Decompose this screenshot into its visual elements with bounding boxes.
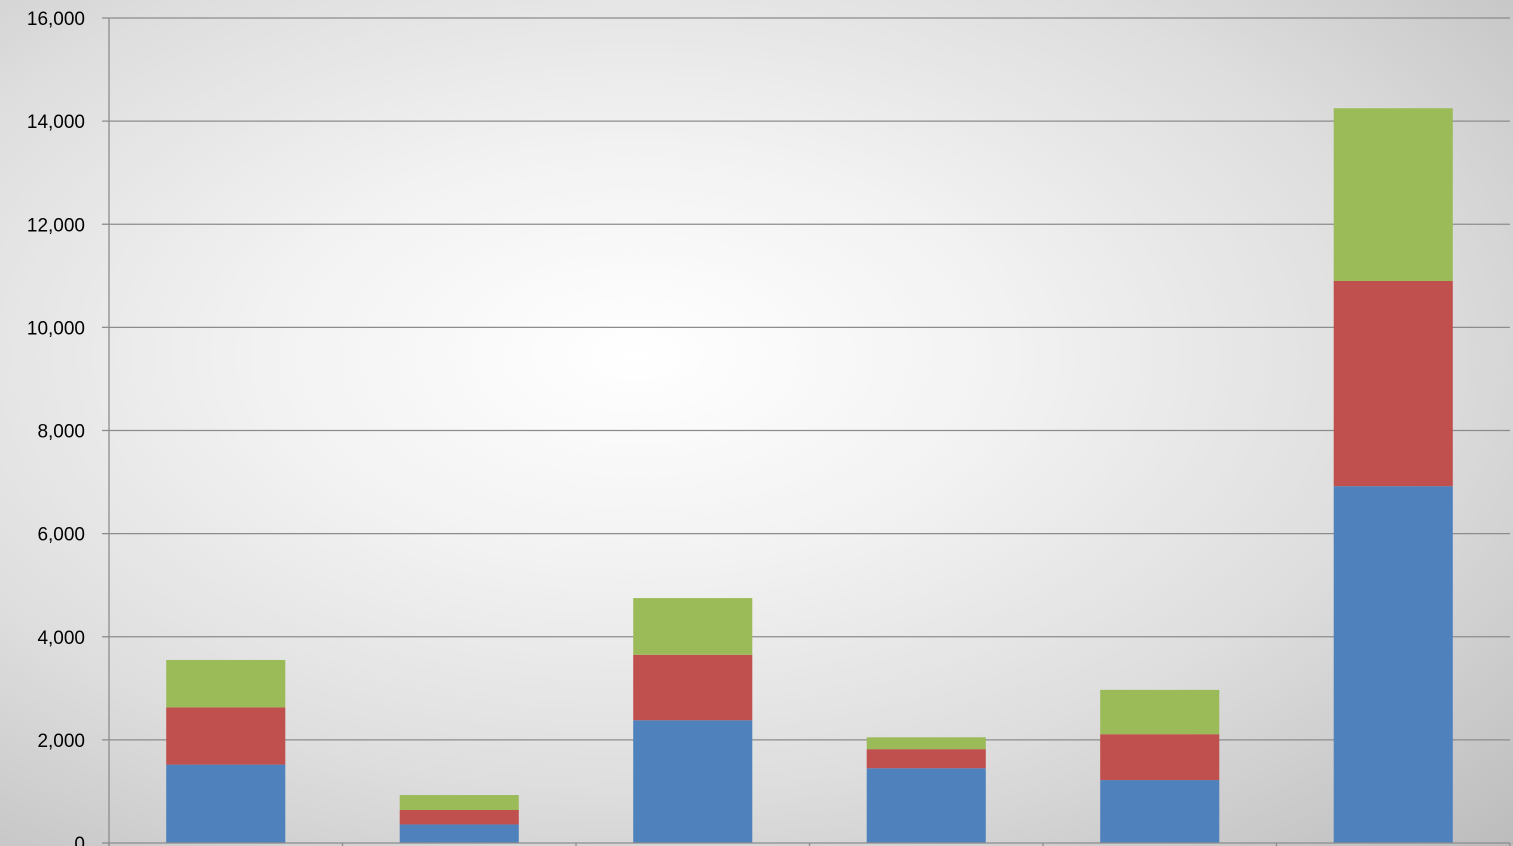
bar-segment-3-series-3	[633, 598, 753, 655]
bar-segment-4-series-1	[866, 768, 986, 843]
bar-segment-4-series-3	[866, 737, 986, 750]
bar-segment-6-series-2	[1333, 280, 1453, 487]
y-tick-label: 6,000	[37, 525, 85, 546]
bar-segment-2-series-2	[399, 810, 519, 825]
y-tick-label: 8,000	[37, 422, 85, 443]
bar-segment-4-series-2	[866, 749, 986, 769]
bar-segment-3-series-2	[633, 654, 753, 721]
bar-segment-2-series-1	[399, 824, 519, 843]
y-tick-label: 10,000	[27, 318, 85, 339]
bar-segment-1-series-3	[166, 659, 286, 708]
bar-segment-6-series-3	[1333, 108, 1453, 281]
y-tick-label: 16,000	[27, 9, 85, 30]
bar-segment-5-series-2	[1100, 734, 1220, 781]
y-tick-label: 0	[74, 834, 85, 846]
bar-segment-3-series-1	[633, 720, 753, 843]
y-tick-label: 2,000	[37, 731, 85, 752]
y-tick-label: 12,000	[27, 215, 85, 236]
y-tick-label: 14,000	[27, 112, 85, 133]
bar-segment-1-series-1	[166, 764, 286, 843]
y-tick-label: 4,000	[37, 628, 85, 649]
axes	[102, 17, 1511, 846]
bar-segment-5-series-3	[1100, 689, 1220, 735]
bar-segment-1-series-2	[166, 707, 286, 765]
y-tick-labels: 0 2,000 4,000 6,000 8,000 10,000 12,000 14,000 1…	[27, 9, 85, 846]
bar-segment-6-series-1	[1333, 486, 1453, 843]
bars	[166, 108, 1453, 843]
bar-segment-2-series-3	[399, 795, 519, 810]
gridlines	[109, 17, 1510, 741]
bar-segment-5-series-1	[1100, 780, 1220, 843]
